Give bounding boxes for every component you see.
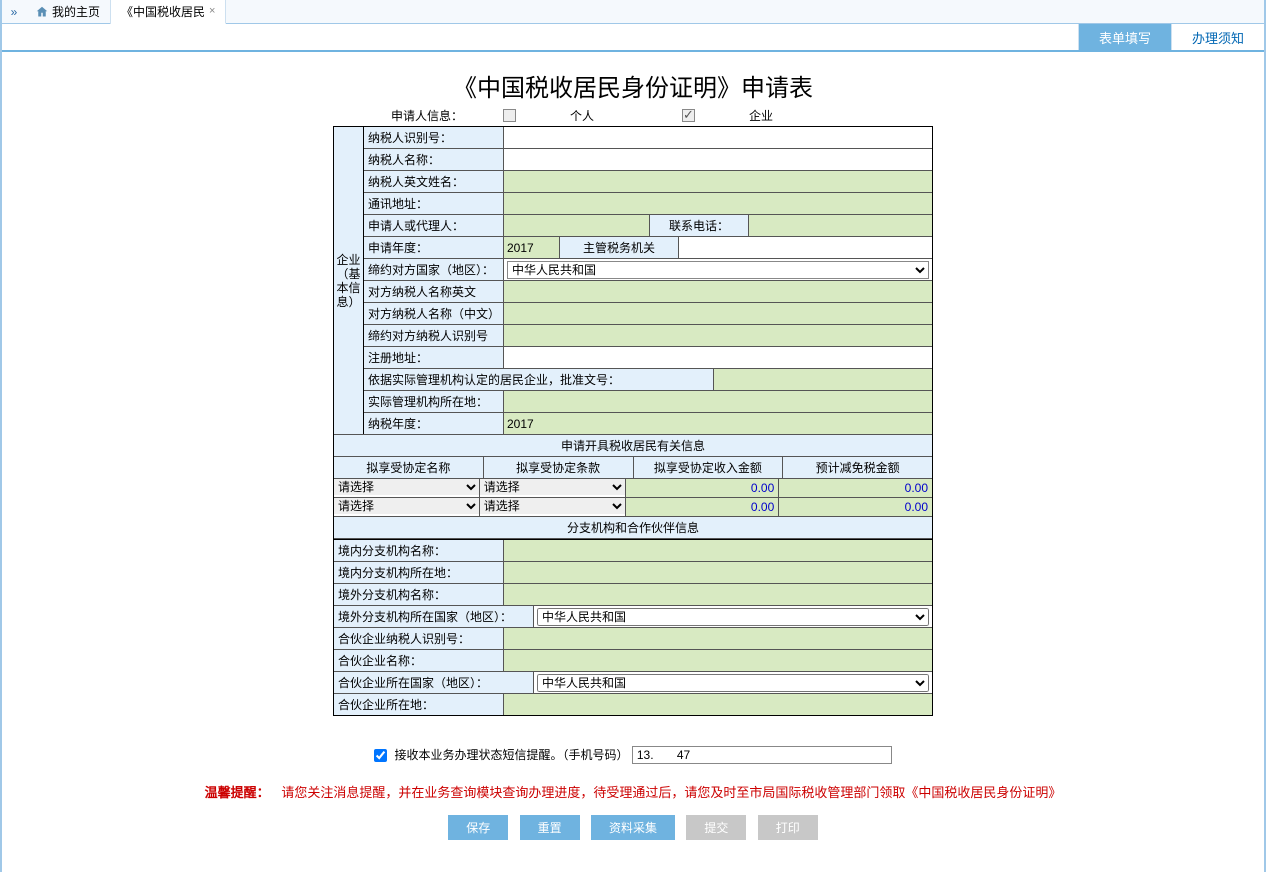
col-agreement-clause: 拟享受协定条款 — [484, 457, 634, 478]
lbl-mgmt-location: 实际管理机构所在地： — [364, 391, 504, 412]
lbl-treaty-country: 缔约对方国家（地区）： — [364, 259, 504, 280]
input-dom-branch-name[interactable] — [504, 540, 932, 561]
input-sms-phone[interactable] — [632, 746, 892, 764]
sms-label: 接收本业务办理状态短信提醒。（手机号码） — [394, 748, 628, 762]
btn-form-fill[interactable]: 表单填写 — [1078, 24, 1171, 50]
lbl-partner-tax-id: 合伙企业纳税人识别号： — [334, 628, 504, 649]
home-icon — [36, 6, 48, 18]
val-income-0[interactable]: 0.00 — [626, 479, 780, 497]
action-bar: 表单填写 办理须知 — [2, 24, 1264, 52]
lbl-dom-branch-name: 境内分支机构名称： — [334, 540, 504, 561]
individual-label: 个人 — [522, 107, 642, 124]
warm-tip: 温馨提醒： 请您关注消息提醒，并在业务查询模块查询办理进度，待受理通过后，请您及… — [42, 774, 1224, 815]
select-agreement-name-1[interactable]: 请选择 — [334, 498, 480, 516]
collect-button[interactable]: 资料采集 — [591, 815, 675, 840]
input-overseas-branch-name[interactable] — [504, 584, 932, 605]
checkbox-sms-reminder[interactable] — [374, 749, 387, 762]
section-agreement-title: 申请开具税收居民有关信息 — [334, 435, 932, 457]
input-mgmt-location[interactable] — [504, 391, 932, 412]
form-title: 《中国税收居民身份证明》申请表 — [42, 62, 1224, 107]
input-cp-name-cn[interactable] — [504, 303, 932, 324]
applicant-info-label: 申请人信息： — [333, 107, 463, 124]
tabs-bar: » 我的主页 《中国税收居民 × — [2, 0, 1264, 24]
col-agreement-exempt: 预计减免税金额 — [783, 457, 932, 478]
input-partner-name[interactable] — [504, 650, 932, 671]
input-partner-loc[interactable] — [504, 694, 932, 715]
checkbox-enterprise[interactable] — [682, 109, 695, 122]
val-taxpayer-name — [504, 149, 932, 170]
lbl-tax-year: 纳税年度： — [364, 413, 504, 434]
input-agent[interactable] — [504, 215, 649, 236]
sms-row: 接收本业务办理状态短信提醒。（手机号码） — [42, 716, 1224, 774]
select-partner-country[interactable]: 中华人民共和国 — [534, 672, 932, 693]
checkbox-individual[interactable] — [503, 109, 516, 122]
lbl-apply-year: 申请年度： — [364, 237, 504, 258]
agreement-row: 请选择 请选择 0.00 0.00 — [334, 479, 932, 498]
agreement-header-row: 拟享受协定名称 拟享受协定条款 拟享受协定收入金额 预计减免税金额 — [334, 457, 932, 479]
branch-block: 境内分支机构名称： 境内分支机构所在地： 境外分支机构名称： 境外分支机构所在国… — [333, 540, 933, 716]
val-tax-authority — [679, 237, 932, 258]
val-exempt-0[interactable]: 0.00 — [779, 479, 932, 497]
lbl-tax-authority: 主管税务机关 — [559, 237, 679, 258]
val-tax-year: 2017 — [504, 413, 932, 434]
lbl-overseas-branch-country: 境外分支机构所在国家（地区）： — [334, 606, 534, 627]
tab-current-label: 《中国税收居民 — [121, 3, 205, 20]
agreement-row: 请选择 请选择 0.00 0.00 — [334, 498, 932, 517]
select-agreement-clause-0[interactable]: 请选择 — [480, 479, 626, 497]
lbl-overseas-branch-name: 境外分支机构名称： — [334, 584, 504, 605]
side-header-enterprise-basic: 企业（基本信息） — [334, 127, 364, 434]
lbl-partner-country: 合伙企业所在国家（地区）： — [334, 672, 534, 693]
select-overseas-branch-country[interactable]: 中华人民共和国 — [534, 606, 932, 627]
warm-tip-label: 温馨提醒： — [205, 785, 270, 800]
warm-tip-text: 请您关注消息提醒，并在业务查询模块查询办理进度，待受理通过后，请您及时至市局国际… — [281, 785, 1061, 800]
btn-handle-notice[interactable]: 办理须知 — [1171, 24, 1264, 50]
tab-home-label: 我的主页 — [52, 3, 100, 20]
lbl-address: 通讯地址： — [364, 193, 504, 214]
section-branch-title: 分支机构和合作伙伴信息 — [334, 517, 932, 539]
input-dom-branch-loc[interactable] — [504, 562, 932, 583]
val-taxpayer-id — [504, 127, 932, 148]
lbl-phone: 联系电话： — [649, 215, 749, 236]
lbl-taxpayer-id: 纳税人识别号： — [364, 127, 504, 148]
lbl-partner-loc: 合伙企业所在地： — [334, 694, 504, 715]
applicant-type-row: 申请人信息： 个人 企业 — [333, 107, 933, 124]
main-form-table: 企业（基本信息） 纳税人识别号： 纳税人名称： 纳税人英文姓名： 通讯地址： 申… — [333, 126, 933, 540]
val-apply-year: 2017 — [504, 237, 559, 258]
save-button[interactable]: 保存 — [448, 815, 508, 840]
tabs-expand-chevron[interactable]: » — [2, 5, 26, 19]
button-row: 保存 重置 资料采集 提交 打印 — [42, 815, 1224, 852]
close-icon[interactable]: × — [209, 5, 215, 17]
tab-home[interactable]: 我的主页 — [26, 0, 111, 24]
lbl-agent: 申请人或代理人： — [364, 215, 504, 236]
lbl-cp-name-en: 对方纳税人名称英文 — [364, 281, 504, 302]
reset-button[interactable]: 重置 — [520, 815, 580, 840]
lbl-dom-branch-loc: 境内分支机构所在地： — [334, 562, 504, 583]
input-resident-doc[interactable] — [714, 369, 932, 390]
select-agreement-name-0[interactable]: 请选择 — [334, 479, 480, 497]
col-agreement-name: 拟享受协定名称 — [334, 457, 484, 478]
select-agreement-clause-1[interactable]: 请选择 — [480, 498, 626, 516]
lbl-cp-name-cn: 对方纳税人名称（中文） — [364, 303, 504, 324]
input-cp-name-en[interactable] — [504, 281, 932, 302]
input-address[interactable] — [504, 193, 932, 214]
lbl-taxpayer-name: 纳税人名称： — [364, 149, 504, 170]
col-agreement-income: 拟享受协定收入金额 — [634, 457, 784, 478]
submit-button[interactable]: 提交 — [686, 815, 746, 840]
input-cp-tax-id[interactable] — [504, 325, 932, 346]
tab-current[interactable]: 《中国税收居民 × — [111, 0, 226, 24]
val-exempt-1[interactable]: 0.00 — [779, 498, 932, 516]
lbl-taxpayer-en: 纳税人英文姓名： — [364, 171, 504, 192]
lbl-reg-addr: 注册地址： — [364, 347, 504, 368]
print-button[interactable]: 打印 — [758, 815, 818, 840]
lbl-resident-doc: 依据实际管理机构认定的居民企业，批准文号： — [364, 369, 714, 390]
input-partner-tax-id[interactable] — [504, 628, 932, 649]
enterprise-label: 企业 — [701, 107, 821, 124]
select-treaty-country[interactable]: 中华人民共和国 — [504, 259, 932, 280]
lbl-cp-tax-id: 缔约对方纳税人识别号 — [364, 325, 504, 346]
input-phone[interactable] — [749, 215, 932, 236]
lbl-partner-name: 合伙企业名称： — [334, 650, 504, 671]
input-taxpayer-en[interactable] — [504, 171, 932, 192]
val-income-1[interactable]: 0.00 — [626, 498, 780, 516]
val-reg-addr — [504, 347, 932, 368]
